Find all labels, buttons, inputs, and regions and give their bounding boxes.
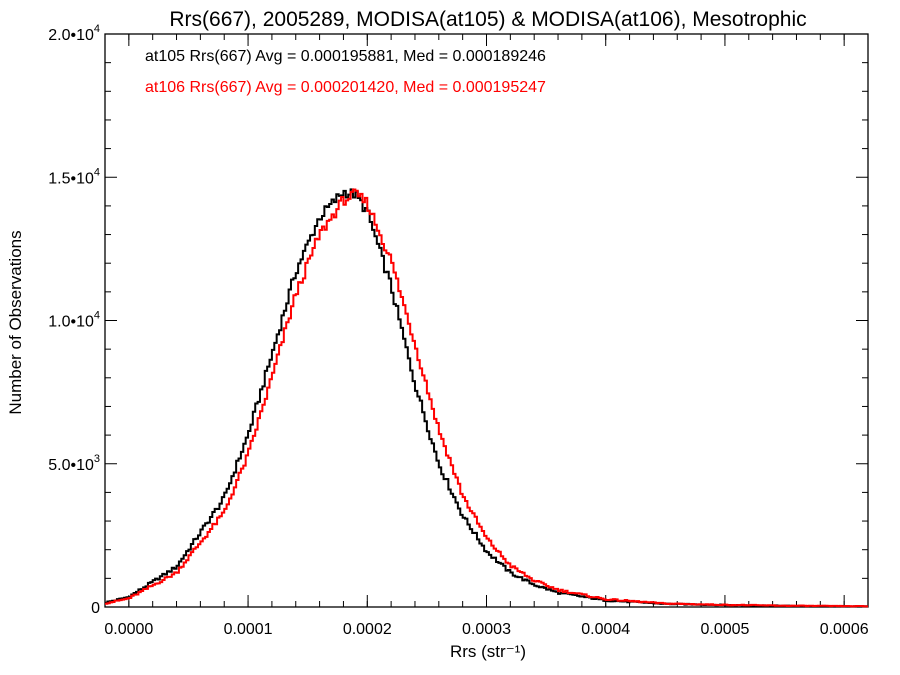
series-at106 xyxy=(105,188,868,608)
x-tick-label: 0.0005 xyxy=(700,621,749,638)
plot-frame xyxy=(104,33,869,608)
chart-title: Rrs(667), 2005289, MODISA(at105) & MODIS… xyxy=(169,8,806,31)
x-tick-label: 0.0003 xyxy=(462,621,511,638)
x-tick-label: 0.0006 xyxy=(820,621,869,638)
x-tick-label: 0.0004 xyxy=(581,621,630,638)
series-at105 xyxy=(105,188,868,608)
y-tick-label: 1.0•104 xyxy=(48,310,100,331)
y-tick-label: 2.0•104 xyxy=(48,23,100,44)
x-tick-label: 0.0001 xyxy=(224,621,273,638)
y-axis-label: Number of Observations xyxy=(6,230,25,414)
y-tick-label: 0 xyxy=(91,600,100,617)
axis-ticks xyxy=(104,33,868,608)
y-tick-label: 1.5•104 xyxy=(48,166,100,187)
legend-at105: at105 Rrs(667) Avg = 0.000195881, Med = … xyxy=(145,48,546,65)
x-tick-label: 0.0002 xyxy=(343,621,392,638)
series-group xyxy=(105,188,868,608)
x-tick-labels: 0.0000 0.0001 0.0002 0.0003 0.0004 0.0005 0.00… xyxy=(104,621,868,638)
y-tick-label: 5.0•103 xyxy=(48,453,100,474)
x-axis-label: Rrs (str⁻¹) xyxy=(450,642,526,661)
y-tick-labels: 0 5.0•103 1.0•104 1.5•104 2.0•104 xyxy=(48,23,100,617)
legend-at106: at106 Rrs(667) Avg = 0.000201420, Med = … xyxy=(145,79,546,96)
x-tick-label: 0.0000 xyxy=(104,621,153,638)
